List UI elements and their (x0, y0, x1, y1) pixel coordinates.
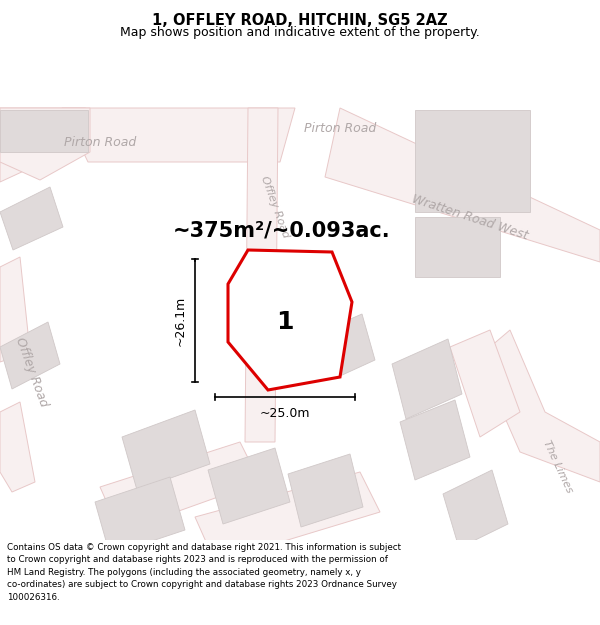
Text: ~26.1m: ~26.1m (174, 296, 187, 346)
Text: 1: 1 (276, 310, 294, 334)
Polygon shape (0, 187, 63, 250)
Polygon shape (0, 108, 90, 180)
Text: Contains OS data © Crown copyright and database right 2021. This information is : Contains OS data © Crown copyright and d… (7, 542, 401, 601)
Polygon shape (415, 217, 500, 277)
Polygon shape (415, 110, 530, 212)
Polygon shape (62, 108, 295, 162)
Text: ~375m²/~0.093ac.: ~375m²/~0.093ac. (173, 220, 391, 240)
Text: Offley Road: Offley Road (13, 336, 50, 409)
Polygon shape (0, 110, 88, 152)
Text: Wratten Road West: Wratten Road West (410, 192, 530, 242)
Polygon shape (400, 400, 470, 480)
Polygon shape (325, 108, 600, 262)
Polygon shape (245, 108, 278, 442)
Text: 1, OFFLEY ROAD, HITCHIN, SG5 2AZ: 1, OFFLEY ROAD, HITCHIN, SG5 2AZ (152, 13, 448, 28)
Polygon shape (443, 470, 508, 548)
Polygon shape (490, 330, 600, 482)
Polygon shape (195, 472, 380, 562)
Polygon shape (0, 108, 115, 182)
Text: Offley Road: Offley Road (259, 175, 291, 239)
Text: Pirton Road: Pirton Road (304, 121, 376, 134)
Text: Map shows position and indicative extent of the property.: Map shows position and indicative extent… (120, 26, 480, 39)
Polygon shape (228, 250, 352, 390)
Polygon shape (450, 330, 520, 437)
Polygon shape (325, 314, 375, 376)
Text: The Limes: The Limes (541, 439, 575, 495)
Text: Pirton Road: Pirton Road (64, 136, 136, 149)
Polygon shape (392, 339, 462, 419)
Polygon shape (288, 454, 363, 527)
Polygon shape (0, 402, 35, 492)
Polygon shape (95, 477, 185, 555)
Polygon shape (100, 442, 260, 532)
Polygon shape (0, 322, 60, 389)
Text: ~25.0m: ~25.0m (260, 407, 310, 420)
Polygon shape (208, 448, 290, 524)
Polygon shape (122, 410, 210, 490)
Polygon shape (230, 275, 325, 374)
Polygon shape (0, 257, 30, 362)
